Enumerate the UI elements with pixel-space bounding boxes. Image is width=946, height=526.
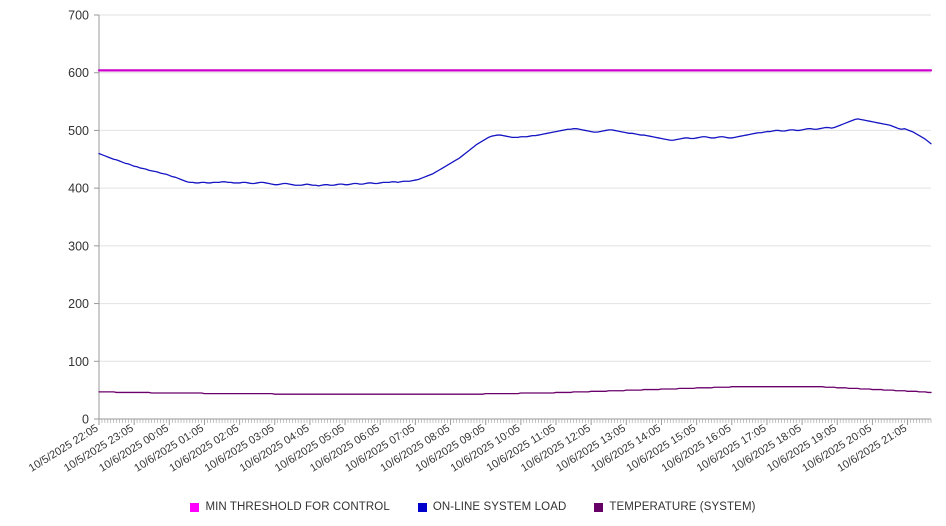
- y-tick-label-700: 700: [68, 9, 89, 23]
- series-line-2: [98, 386, 932, 395]
- y-tick-label-100: 100: [68, 355, 89, 369]
- y-tick-label-400: 400: [68, 182, 89, 196]
- legend-label-temperature: TEMPERATURE (SYSTEM): [609, 501, 756, 513]
- legend-swatch-system-load: [417, 502, 427, 512]
- y-tick-label-200: 200: [68, 297, 89, 311]
- x-axis-ticks: [98, 419, 932, 425]
- series-line-1: [98, 118, 932, 187]
- legend-label-min-threshold: MIN THRESHOLD FOR CONTROL: [205, 501, 390, 513]
- y-tick-label-300: 300: [68, 239, 89, 253]
- y-tick-label-600: 600: [68, 66, 89, 80]
- legend-label-system-load: ON-LINE SYSTEM LOAD: [432, 501, 567, 513]
- data-series: [97, 69, 933, 395]
- legend-item-system-load[interactable]: ON-LINE SYSTEM LOAD: [417, 501, 567, 513]
- legend-item-temperature[interactable]: TEMPERATURE (SYSTEM): [594, 501, 755, 513]
- y-tick-label-0: 0: [82, 413, 89, 427]
- legend-item-min-threshold[interactable]: MIN THRESHOLD FOR CONTROL: [190, 501, 390, 513]
- legend-swatch-min-threshold: [190, 502, 200, 512]
- gridlines: [99, 14, 931, 420]
- legend-swatch-temperature: [594, 502, 604, 512]
- y-tick-label-500: 500: [68, 124, 89, 138]
- axis-lines: [98, 15, 931, 420]
- chart-legend: MIN THRESHOLD FOR CONTROL ON-LINE SYSTEM…: [0, 496, 946, 518]
- y-axis-ticks: 0 100 200 300 400 500 600 700: [68, 9, 99, 427]
